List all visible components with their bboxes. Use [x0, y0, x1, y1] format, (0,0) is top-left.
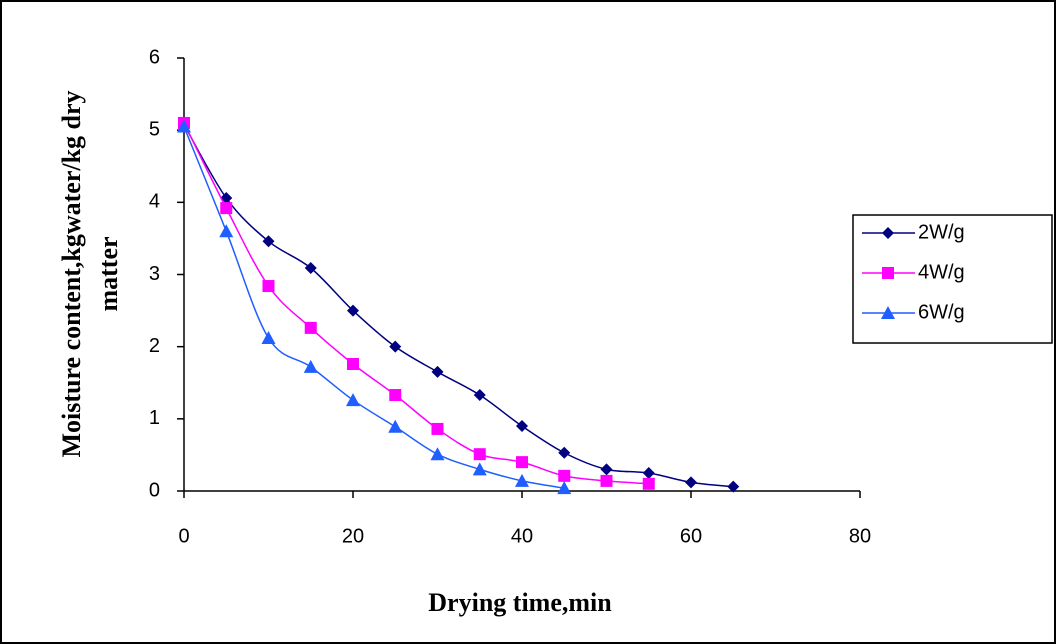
marker — [642, 466, 655, 479]
marker — [600, 474, 613, 487]
x-tick-label: 0 — [178, 525, 189, 547]
marker — [347, 357, 359, 370]
marker — [516, 456, 528, 469]
marker — [515, 473, 529, 487]
marker — [727, 480, 740, 493]
marker — [219, 224, 234, 238]
marker — [262, 235, 275, 248]
marker — [347, 304, 359, 317]
marker — [685, 476, 697, 489]
x-tick-label: 80 — [849, 525, 871, 547]
legend-box — [852, 214, 1053, 344]
marker — [177, 119, 191, 133]
marker — [600, 463, 613, 476]
marker — [642, 477, 655, 490]
marker — [346, 393, 360, 407]
y-axis-title-line: matter — [94, 236, 123, 311]
y-axis-title-line: Moisture content,kgwater/kg dry — [57, 90, 86, 457]
y-tick-label: 4 — [149, 191, 160, 213]
legend-marker — [882, 267, 894, 279]
marker — [389, 340, 402, 353]
marker — [431, 365, 444, 378]
marker — [430, 447, 445, 461]
legend-marker — [881, 306, 895, 319]
marker — [558, 469, 571, 482]
marker — [473, 448, 486, 461]
marker — [558, 446, 571, 459]
y-tick-label: 2 — [149, 335, 160, 357]
y-tick-label: 5 — [149, 118, 160, 140]
marker — [473, 389, 486, 402]
marker — [472, 462, 487, 476]
marker — [557, 481, 572, 495]
y-tick-label: 3 — [149, 263, 160, 285]
marker — [262, 280, 275, 293]
y-tick-label: 0 — [149, 479, 160, 501]
marker — [389, 389, 402, 402]
marker — [388, 419, 403, 433]
marker — [304, 321, 317, 334]
legend-label: 4W/g — [918, 261, 965, 283]
marker — [261, 331, 276, 345]
x-tick-label: 20 — [342, 525, 364, 547]
legend-label: 2W/g — [918, 221, 965, 243]
marker — [303, 359, 318, 373]
x-tick-label: 60 — [680, 525, 702, 547]
legend-label: 6W/g — [918, 301, 965, 323]
marker — [431, 422, 444, 435]
y-tick-label: 1 — [149, 407, 160, 429]
x-tick-label: 40 — [511, 525, 533, 547]
marker — [304, 262, 317, 275]
marker — [220, 202, 233, 215]
y-tick-label: 6 — [149, 46, 160, 68]
marker — [516, 420, 528, 433]
y-axis-title: Moisture content,kgwater/kg dry matter — [57, 90, 123, 457]
x-axis-title: Drying time,min — [428, 588, 612, 617]
legend-marker — [882, 227, 894, 239]
